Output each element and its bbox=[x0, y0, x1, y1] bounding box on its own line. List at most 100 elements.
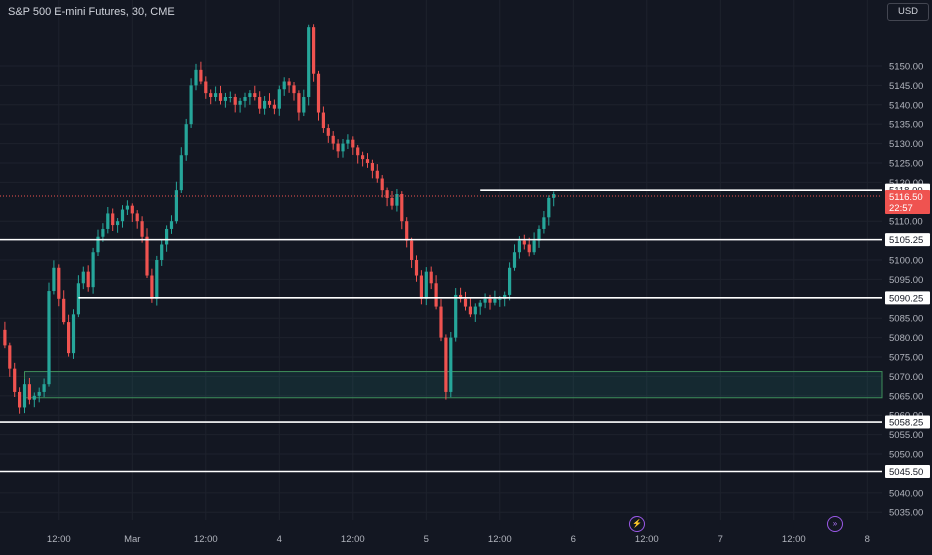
candle-body bbox=[488, 298, 492, 303]
candle-body bbox=[184, 124, 188, 156]
candle-body bbox=[419, 275, 423, 299]
candle-body bbox=[390, 197, 394, 206]
level-price-label: 5045.50 bbox=[889, 467, 923, 478]
jump-to-realtime-icon[interactable]: » bbox=[827, 516, 843, 532]
candle-body bbox=[287, 81, 291, 86]
candle-body bbox=[189, 85, 193, 125]
candle-body bbox=[429, 271, 433, 284]
level-price-label: 5105.25 bbox=[889, 235, 923, 246]
candlestick-series bbox=[3, 24, 556, 414]
candle-body bbox=[243, 97, 247, 101]
level-price-badge bbox=[885, 291, 930, 305]
candle-body bbox=[493, 298, 497, 303]
candle-body bbox=[282, 81, 286, 90]
candle-body bbox=[414, 260, 419, 276]
candle-body bbox=[13, 368, 17, 392]
candle-body bbox=[52, 267, 56, 292]
time-tick-label: 12:00 bbox=[635, 534, 659, 545]
price-tick-label: 5130.00 bbox=[889, 139, 923, 150]
candle-body bbox=[444, 337, 448, 392]
candle-body bbox=[331, 135, 335, 144]
candle-body bbox=[204, 81, 208, 94]
candle-body bbox=[57, 267, 61, 299]
candle-body bbox=[101, 228, 105, 237]
candle-body bbox=[424, 271, 428, 299]
candle-body bbox=[165, 228, 169, 245]
candle-body bbox=[468, 306, 472, 315]
level-price-label: 5090.25 bbox=[889, 293, 923, 304]
candle-body bbox=[532, 240, 536, 253]
candle-body bbox=[527, 244, 531, 253]
candle-body bbox=[361, 155, 365, 160]
price-tick-label: 5070.00 bbox=[889, 372, 923, 383]
price-tick-label: 5120.00 bbox=[889, 178, 923, 189]
price-tick-label: 5035.00 bbox=[889, 508, 923, 519]
currency-button[interactable]: USD bbox=[887, 3, 929, 21]
candle-body bbox=[174, 190, 178, 222]
candle-body bbox=[552, 194, 556, 198]
price-tick-label: 5040.00 bbox=[889, 488, 923, 499]
candle-body bbox=[459, 294, 463, 299]
candle-body bbox=[473, 306, 477, 315]
price-tick-label: 5125.00 bbox=[889, 158, 923, 169]
chart-title: S&P 500 E-mini Futures, 30, CME bbox=[8, 6, 175, 18]
candle-body bbox=[400, 194, 404, 222]
candle-body bbox=[179, 155, 183, 191]
price-badges: 5118.005105.255090.255058.255045.505116.… bbox=[885, 183, 930, 478]
price-tick-label: 5080.00 bbox=[889, 333, 923, 344]
candle-body bbox=[47, 291, 51, 385]
candle-body bbox=[356, 147, 360, 156]
candle-body bbox=[150, 275, 154, 299]
candle-body bbox=[292, 85, 296, 94]
candle-body bbox=[37, 391, 41, 396]
time-tick-label: 7 bbox=[718, 534, 723, 545]
candle-body bbox=[27, 384, 31, 400]
candle-body bbox=[62, 298, 66, 323]
candle-body bbox=[517, 240, 521, 253]
candle-body bbox=[326, 128, 330, 136]
candle-body bbox=[537, 228, 541, 241]
last-price-badge bbox=[885, 189, 930, 214]
candle-body bbox=[277, 89, 281, 109]
candle-body bbox=[316, 73, 321, 113]
time-tick-label: 8 bbox=[865, 534, 870, 545]
lightning-icon[interactable]: ⚡ bbox=[629, 516, 645, 532]
candle-body bbox=[120, 209, 125, 222]
candle-body bbox=[439, 306, 443, 338]
price-axis: 5150.00 5145.00 5140.00 5135.00 5130.00 5125.… bbox=[889, 61, 923, 518]
time-tick-label: 4 bbox=[277, 534, 282, 545]
candle-body bbox=[18, 391, 22, 408]
candle-body bbox=[410, 240, 414, 260]
candle-body bbox=[86, 271, 90, 288]
price-tick-label: 5085.00 bbox=[889, 314, 923, 325]
candle-body bbox=[522, 240, 526, 245]
candle-body bbox=[483, 298, 487, 303]
time-tick-label: 12:00 bbox=[47, 534, 71, 545]
candle-body bbox=[81, 271, 85, 284]
candle-body bbox=[503, 294, 507, 299]
candle-body bbox=[111, 213, 115, 226]
candle-body bbox=[405, 221, 409, 241]
candle-body bbox=[454, 294, 458, 338]
bar-countdown-label: 22:57 bbox=[889, 203, 913, 214]
candle-body bbox=[155, 260, 159, 299]
price-tick-label: 5110.00 bbox=[889, 217, 923, 228]
candle-body bbox=[199, 69, 203, 82]
candle-body bbox=[336, 143, 340, 152]
candle-body bbox=[321, 112, 325, 129]
time-tick-label: 5 bbox=[424, 534, 429, 545]
time-tick-label: Mar bbox=[124, 534, 140, 545]
time-tick-label: 12:00 bbox=[782, 534, 806, 545]
demand-zone bbox=[24, 371, 883, 399]
candle-body bbox=[380, 178, 384, 191]
price-tick-label: 5150.00 bbox=[889, 61, 923, 72]
candle-body bbox=[302, 97, 306, 113]
candle-body bbox=[263, 100, 267, 109]
candle-body bbox=[547, 197, 551, 218]
time-tick-label: 12:00 bbox=[194, 534, 218, 545]
candle-body bbox=[71, 314, 76, 354]
candle-body bbox=[214, 93, 218, 98]
candle-body bbox=[463, 298, 468, 307]
